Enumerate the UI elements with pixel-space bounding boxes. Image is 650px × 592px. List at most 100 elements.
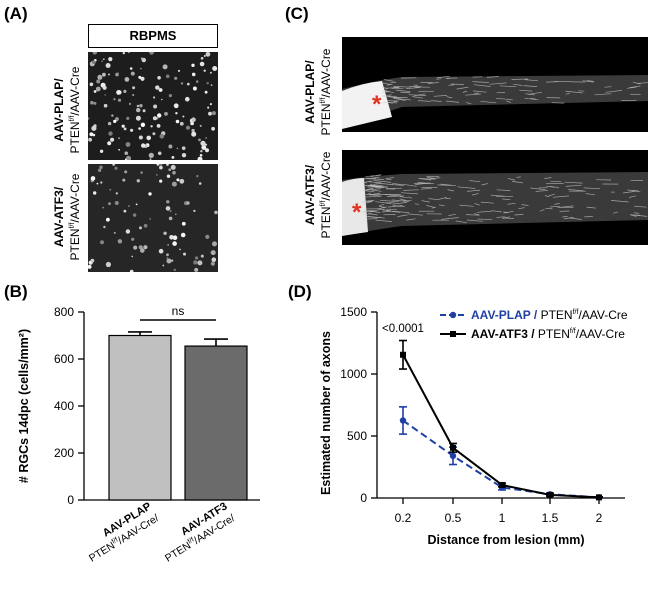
rgc-cell — [89, 132, 94, 137]
rgc-cell — [140, 57, 144, 60]
axon-fiber — [386, 178, 392, 181]
micrograph-cells — [88, 52, 218, 160]
rgc-cell — [175, 119, 180, 124]
row-label-pten: PTEN — [68, 228, 82, 261]
rgc-cell — [99, 149, 104, 153]
rgc-cell — [179, 248, 181, 251]
rgc-cell — [143, 223, 148, 228]
rgc-cell — [128, 205, 130, 207]
row-label-rest: /AAV-Cre — [68, 173, 82, 223]
axon-fiber — [552, 195, 569, 198]
x-tick-label: 0.5 — [445, 511, 462, 525]
axon-fiber — [634, 205, 647, 208]
rgc-cell — [166, 164, 169, 166]
axon-fiber — [441, 217, 459, 220]
axon-fiber — [370, 176, 380, 179]
rgc-cell — [102, 58, 105, 61]
rgc-cell — [199, 61, 205, 67]
rgc-cell — [176, 178, 180, 182]
rgc-cell — [88, 117, 90, 120]
axon-fiber — [480, 201, 494, 204]
axon-fiber — [567, 188, 584, 192]
rgc-cell — [153, 104, 158, 109]
rgc-cell — [133, 245, 138, 250]
rgc-cell — [90, 176, 96, 181]
axon-fiber — [386, 195, 405, 197]
axon-fiber — [445, 100, 460, 103]
axon-fiber — [507, 178, 515, 181]
rgc-cell — [103, 225, 106, 229]
rgc-cell — [204, 143, 208, 146]
rgc-cell — [101, 60, 103, 62]
rgc-cell — [99, 165, 103, 170]
rgc-cell — [148, 152, 154, 158]
rgc-cell — [195, 80, 199, 83]
panel-c-row1-label: AAV-PLAP/ PTENf/f/AAV-Cre — [303, 37, 333, 147]
rgc-cell — [214, 210, 218, 215]
axon-fiber — [544, 177, 552, 179]
data-point — [450, 444, 456, 451]
axon-fiber — [369, 208, 385, 212]
rgc-cell — [191, 72, 196, 77]
row-label-bold: AAV-ATF3/ — [303, 164, 317, 226]
rgc-cell — [102, 72, 106, 77]
rgc-cell — [136, 104, 140, 108]
rgc-cell — [124, 170, 128, 174]
axon-fiber — [472, 81, 489, 83]
rgc-cell — [175, 213, 177, 216]
x-tick-label: 1.5 — [542, 511, 559, 525]
rgc-cell — [152, 132, 156, 136]
axon-fiber — [499, 85, 517, 88]
axon-fiber — [506, 100, 512, 103]
legend-label-pten: PTEN — [538, 327, 570, 341]
rgc-cell — [116, 90, 121, 95]
rgc-cell — [175, 112, 178, 115]
y-tick-label: 400 — [54, 399, 74, 413]
rgc-cell — [97, 168, 102, 172]
rgc-cell — [129, 269, 134, 272]
rgc-cell — [168, 168, 171, 171]
rgc-cell — [205, 137, 207, 139]
rgc-cell — [203, 69, 206, 72]
rgc-cell — [207, 106, 210, 109]
rgc-cell — [169, 210, 172, 213]
rgc-cell — [114, 166, 118, 170]
rgc-cell — [200, 254, 204, 258]
y-tick-label: 1000 — [340, 367, 367, 381]
x-tick-label: 0.2 — [395, 511, 412, 525]
axon-fiber — [378, 203, 385, 207]
rgc-cell — [132, 86, 136, 90]
rgc-cell — [106, 217, 110, 222]
axon-fiber — [381, 94, 392, 97]
axon-fiber — [370, 189, 382, 192]
rgc-cell — [92, 52, 98, 55]
axon-fiber — [375, 182, 393, 185]
axon-fiber — [393, 98, 411, 101]
rgc-cell — [123, 209, 127, 213]
axon-fiber — [412, 96, 424, 99]
rgc-cell — [168, 94, 172, 98]
axon-fiber — [563, 217, 574, 220]
axon-fiber — [365, 184, 375, 187]
row-label-pten: PTEN — [68, 121, 82, 154]
legend-label-name: AAV-ATF3 / — [471, 327, 538, 341]
axon-fiber — [362, 199, 375, 202]
rgc-cell — [136, 107, 141, 113]
category-genotype-sup: f/f — [111, 537, 120, 546]
rgc-cell — [209, 71, 212, 74]
panel-a-label: (A) — [4, 4, 28, 23]
axon-fiber — [586, 79, 594, 82]
axon-fiber — [466, 102, 472, 105]
data-point — [596, 494, 602, 501]
axon-fiber — [405, 87, 420, 89]
axon-fiber — [420, 188, 432, 190]
rgc-cell — [205, 52, 211, 57]
rgc-cell — [123, 89, 127, 93]
axon-fiber — [438, 204, 445, 207]
rgc-cell — [130, 71, 135, 76]
axon-fiber — [490, 194, 505, 197]
rgc-cell — [168, 216, 173, 221]
rgc-cell — [124, 151, 129, 155]
rgc-cell — [128, 102, 132, 106]
row-label-sup: f/f — [320, 200, 327, 207]
